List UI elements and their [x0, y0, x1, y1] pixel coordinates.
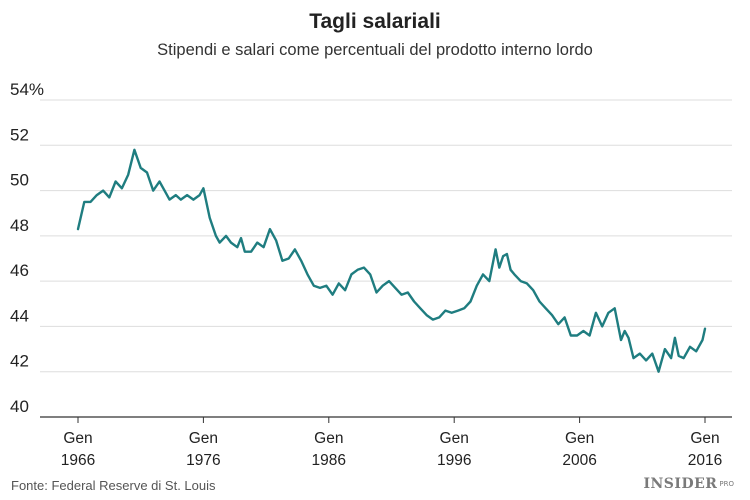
- x-tick-label-month: Gen: [440, 430, 469, 447]
- y-axis-ticks: 54% 52 50 48 46 44 42 40: [10, 80, 44, 416]
- y-tick-label: 46: [10, 261, 29, 280]
- y-tick-label: 54%: [10, 80, 44, 99]
- x-tick-label-year: 2006: [562, 452, 596, 469]
- y-tick-label: 44: [10, 306, 29, 325]
- series-line: [76, 148, 707, 373]
- x-axis-ticks: Gen 1966 Gen 1976 Gen 1986 Gen 1996 Gen 2006 Gen 20…: [61, 417, 722, 469]
- y-tick-label: 48: [10, 216, 29, 235]
- y-tick-label: 50: [10, 171, 29, 190]
- source-note: Fonte: Federal Reserve di St. Louis: [11, 478, 216, 493]
- x-tick-label-month: Gen: [189, 430, 218, 447]
- chart-subtitle: Stipendi e salari come percentuali del p…: [157, 41, 593, 59]
- x-tick-label-month: Gen: [63, 430, 92, 447]
- x-tick-label-year: 1976: [186, 452, 220, 469]
- x-tick-label-year: 1966: [61, 452, 95, 469]
- chart-title: Tagli salariali: [309, 10, 441, 33]
- y-tick-label: 52: [10, 125, 29, 144]
- gridlines: [40, 99, 732, 418]
- x-tick-label-month: Gen: [314, 430, 343, 447]
- insider-logo: INSIDER PRO: [643, 476, 734, 492]
- x-tick-label-year: 1986: [312, 452, 346, 469]
- x-tick-label-month: Gen: [565, 430, 594, 447]
- x-tick-label-month: Gen: [690, 430, 719, 447]
- y-tick-label: 42: [10, 352, 29, 371]
- y-tick-label: 40: [10, 397, 29, 416]
- x-tick-label-year: 2016: [688, 452, 722, 469]
- x-tick-label-year: 1996: [437, 452, 471, 469]
- series-group: [76, 148, 707, 373]
- logo-sup-text: PRO: [719, 480, 734, 488]
- logo-main-text: INSIDER: [643, 476, 718, 492]
